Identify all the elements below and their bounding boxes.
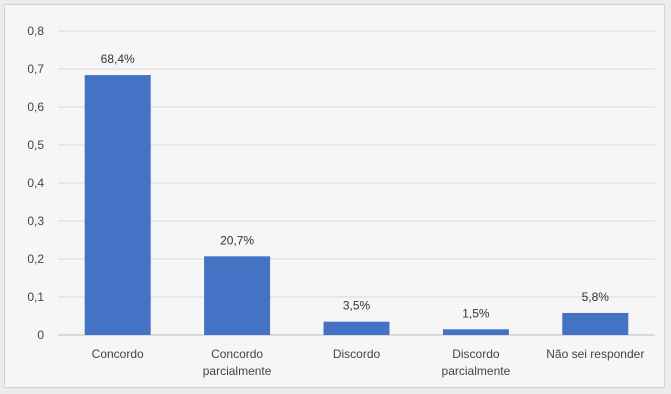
bar	[442, 329, 509, 335]
category-label: Discordo	[333, 347, 381, 361]
data-label: 3,5%	[343, 299, 371, 313]
category-label: parcialmente	[203, 364, 272, 378]
category-label: parcialmente	[442, 364, 511, 378]
data-label: 1,5%	[462, 306, 490, 320]
y-tick-label: 0,7	[27, 62, 44, 76]
y-tick-label: 0,2	[27, 252, 44, 266]
data-label: 20,7%	[220, 233, 254, 247]
y-tick-label: 0,1	[27, 290, 44, 304]
bar	[84, 75, 151, 335]
bars	[84, 75, 629, 335]
gridlines	[58, 30, 655, 336]
data-label: 5,8%	[582, 290, 610, 304]
y-tick-label: 0,4	[27, 176, 44, 190]
data-labels: 68,4% 20,7% 3,5% 1,5% 5,8%	[101, 52, 610, 320]
bar	[323, 321, 390, 335]
category-label: Discordo	[452, 347, 500, 361]
category-label: Concordo	[211, 347, 263, 361]
y-tick-label: 0,3	[27, 214, 44, 228]
data-label: 68,4%	[101, 52, 135, 66]
y-tick-label: 0,5	[27, 138, 44, 152]
y-tick-label: 0	[37, 328, 44, 342]
y-tick-label: 0,8	[27, 24, 44, 38]
y-tick-label: 0,6	[27, 100, 44, 114]
bar	[562, 312, 629, 335]
category-labels: Concordo Concordo parcialmente Discordo Disc…	[92, 347, 645, 378]
y-axis-ticks: 0 0,1 0,2 0,3 0,4 0,5 0,6 0,7 0,8	[27, 24, 44, 342]
category-label: Concordo	[92, 347, 144, 361]
bar	[204, 256, 271, 335]
category-label: Não sei responder	[546, 347, 644, 361]
